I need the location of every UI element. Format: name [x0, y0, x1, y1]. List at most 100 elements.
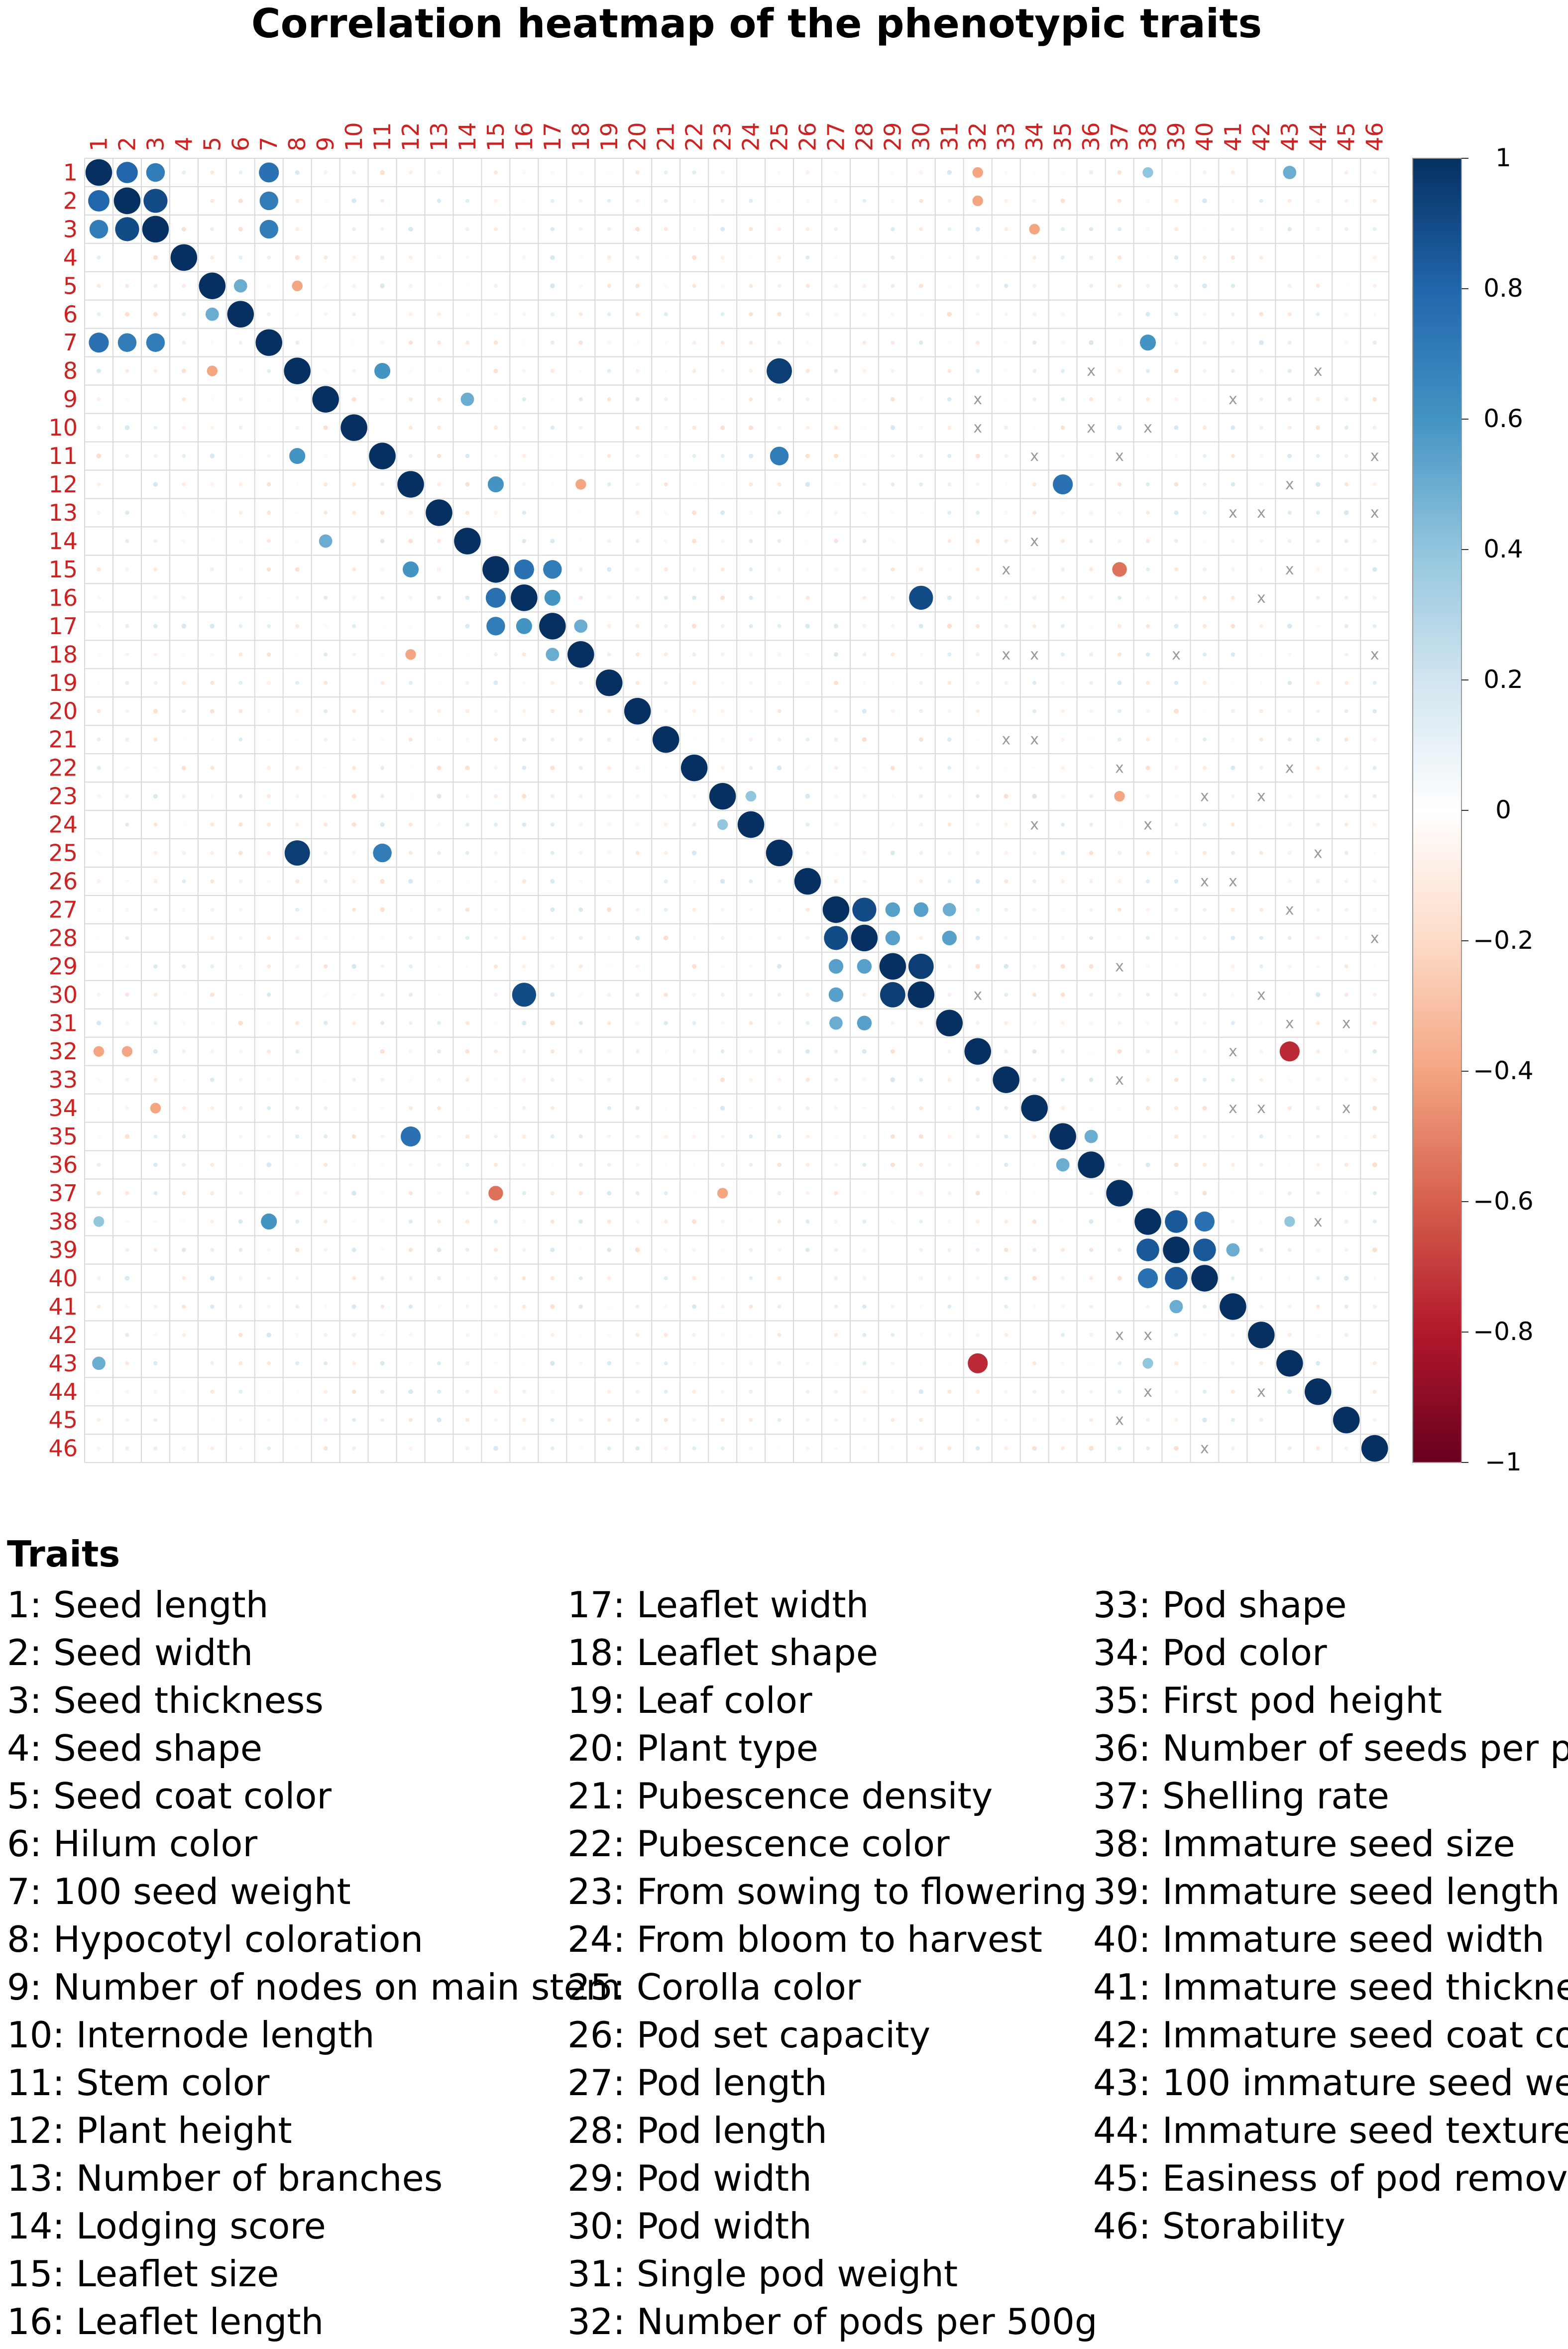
correlation-cell	[947, 794, 952, 798]
correlation-cell	[522, 822, 527, 827]
correlation-cell	[1089, 1389, 1094, 1394]
correlation-cell	[692, 1333, 696, 1337]
trait-item: 34: Pod color	[1093, 1632, 1327, 1674]
correlation-cell	[919, 482, 923, 487]
correlation-cell	[1118, 312, 1122, 317]
correlation-cell	[522, 454, 526, 458]
correlation-cell	[1004, 1191, 1008, 1196]
correlation-cell	[1344, 567, 1348, 571]
correlation-cell	[919, 1021, 923, 1025]
correlation-cell	[834, 1247, 838, 1252]
not-significant-mark: x	[1229, 1043, 1237, 1060]
correlation-cell	[1117, 425, 1122, 430]
correlation-cell	[1344, 652, 1348, 657]
correlation-cell	[635, 511, 640, 515]
correlation-cell	[805, 227, 810, 231]
correlation-cell	[692, 964, 697, 969]
correlation-cell	[295, 1219, 300, 1224]
correlation-cell	[1259, 879, 1263, 884]
correlation-cell	[1344, 1049, 1348, 1054]
correlation-cell	[1231, 284, 1235, 288]
correlation-cell	[1145, 624, 1150, 628]
correlation-cell	[635, 1021, 640, 1025]
trait-item: 42: Immature seed coat color	[1093, 2014, 1568, 2056]
correlation-cell	[267, 1106, 271, 1111]
correlation-cell	[919, 1247, 923, 1252]
not-significant-mark: x	[1115, 1327, 1124, 1344]
correlation-cell	[465, 1106, 469, 1111]
correlation-cell	[125, 1220, 129, 1224]
correlation-cell	[1344, 907, 1348, 912]
correlation-cell	[324, 595, 328, 600]
correlation-cell	[947, 879, 952, 884]
correlation-cell	[493, 879, 498, 884]
row-label: 22	[48, 755, 78, 782]
correlation-cell	[578, 1418, 583, 1422]
correlation-cell	[1231, 993, 1235, 997]
correlation-cell	[210, 1389, 215, 1394]
row-label: 8	[63, 357, 78, 384]
correlation-cell	[485, 587, 506, 608]
correlation-cell	[1287, 340, 1292, 345]
correlation-cell	[1231, 312, 1235, 317]
correlation-cell	[1146, 1418, 1150, 1422]
correlation-cell	[777, 652, 782, 657]
not-significant-mark: x	[1143, 816, 1152, 834]
correlation-cell	[465, 1333, 469, 1337]
correlation-cell	[1372, 1134, 1377, 1139]
correlation-cell	[1118, 397, 1122, 402]
correlation-cell	[890, 1134, 895, 1139]
correlation-cell	[578, 340, 583, 345]
correlation-cell	[578, 255, 583, 260]
correlation-cell	[1060, 198, 1065, 203]
correlation-cell	[805, 1247, 810, 1252]
correlation-cell	[1202, 1049, 1207, 1054]
correlation-cell	[1004, 879, 1008, 884]
correlation-cell	[125, 907, 129, 912]
correlation-cell	[324, 1361, 328, 1365]
correlation-cell	[1146, 1021, 1150, 1025]
correlation-cell	[578, 511, 583, 515]
correlation-cell	[1089, 1219, 1094, 1224]
correlation-cell	[891, 284, 895, 288]
correlation-cell	[1146, 1191, 1150, 1196]
column-label: 12	[397, 122, 424, 151]
correlation-cell	[607, 397, 611, 402]
correlation-cell	[664, 595, 668, 600]
correlation-cell	[1283, 166, 1297, 179]
correlation-cell	[1089, 879, 1094, 884]
row-label: 18	[48, 641, 78, 668]
correlation-cell	[862, 255, 867, 260]
correlation-cell	[834, 1389, 838, 1394]
correlation-cell	[976, 567, 980, 571]
correlation-cell	[834, 766, 838, 770]
correlation-cell	[919, 454, 923, 458]
column-label: 38	[1134, 122, 1161, 151]
correlation-cell	[749, 851, 753, 855]
correlation-cell	[964, 1038, 992, 1065]
correlation-cell	[1004, 170, 1008, 175]
correlation-cell	[352, 1021, 356, 1025]
correlation-cell	[720, 936, 725, 940]
correlation-cell	[238, 1219, 243, 1224]
correlation-cell	[862, 227, 867, 231]
correlation-cell	[947, 680, 952, 685]
correlation-cell	[465, 312, 469, 317]
correlation-cell	[1231, 766, 1235, 771]
correlation-cell	[749, 425, 754, 430]
correlation-cell	[1118, 709, 1122, 713]
correlation-cell	[1276, 1350, 1303, 1377]
correlation-cell	[975, 1191, 980, 1196]
correlation-cell	[692, 1247, 696, 1252]
colorbar-tick-label: 0.4	[1483, 535, 1523, 563]
correlation-cell	[607, 766, 611, 770]
correlation-cell	[182, 567, 186, 571]
column-label: 31	[936, 122, 963, 151]
correlation-cell	[405, 649, 416, 660]
correlation-cell	[862, 737, 867, 742]
correlation-cell	[352, 454, 356, 458]
correlation-cell	[692, 652, 696, 657]
correlation-cell	[182, 312, 186, 317]
correlation-cell	[182, 1361, 186, 1365]
correlation-cell	[493, 1021, 498, 1025]
